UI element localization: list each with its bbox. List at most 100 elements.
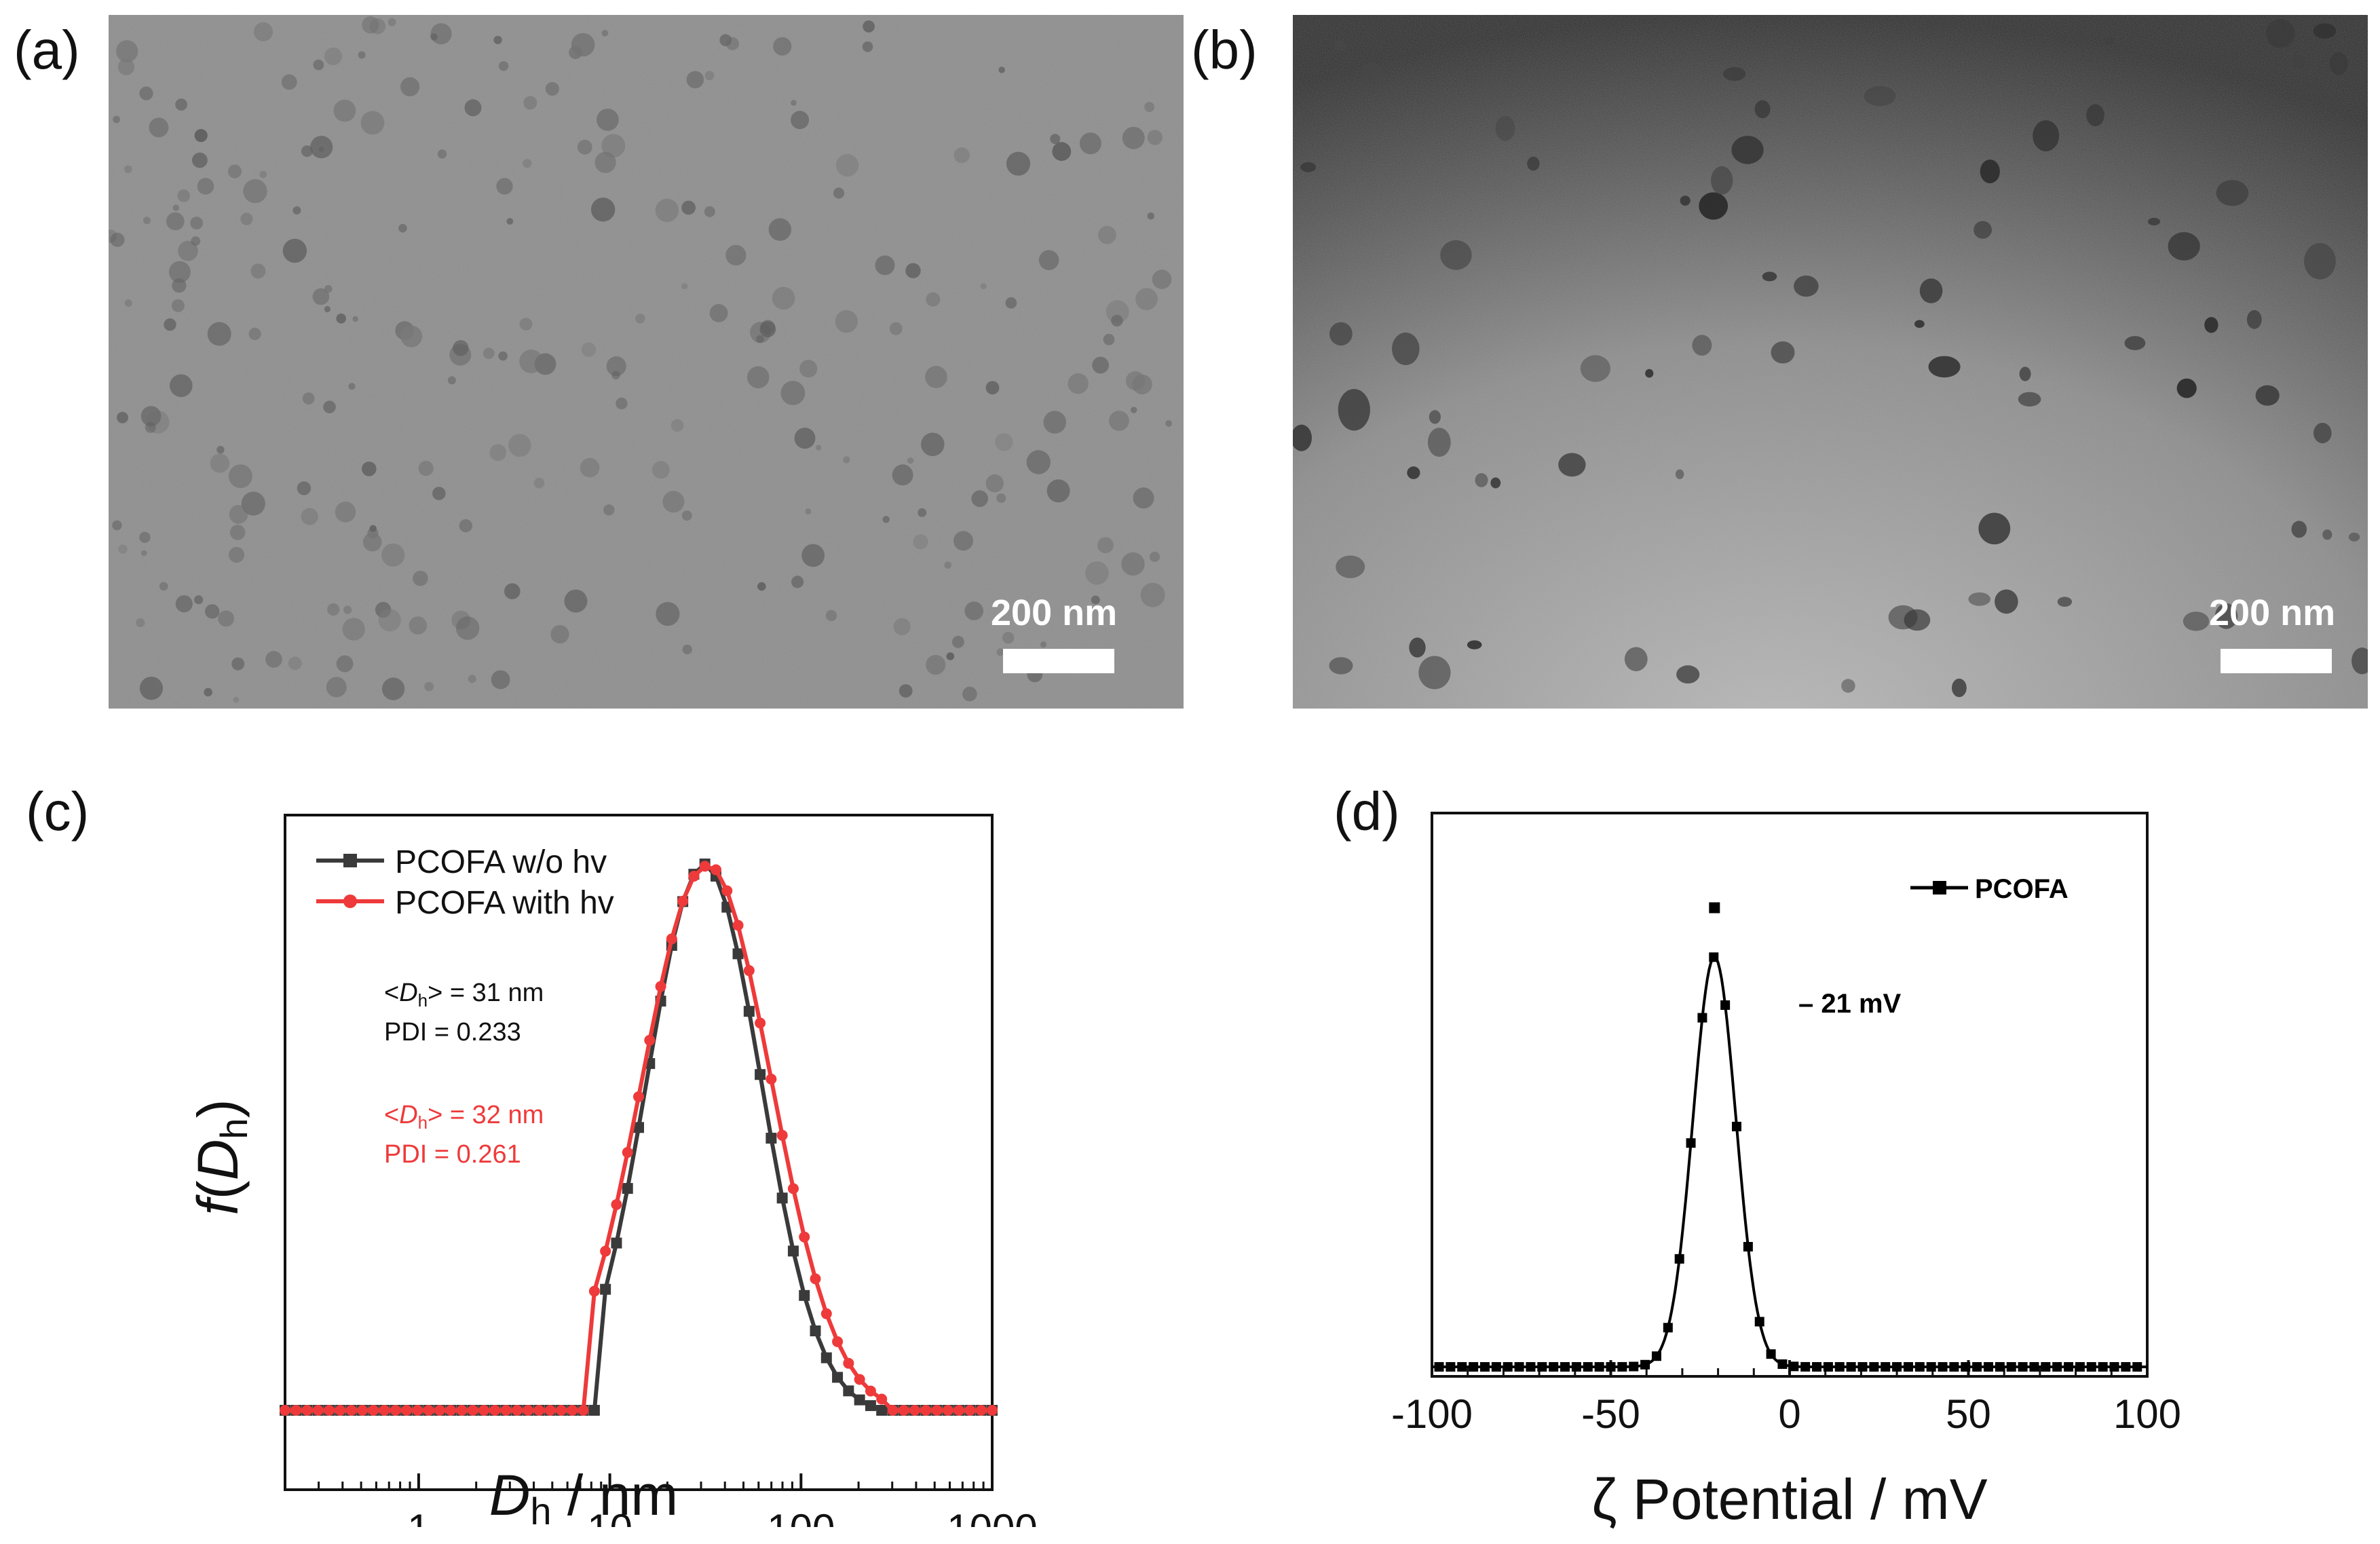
data-point xyxy=(1754,1317,1764,1327)
tem-particle xyxy=(951,635,964,648)
tem-particle xyxy=(177,189,190,202)
tem-particle xyxy=(437,149,447,159)
data-point xyxy=(1903,1362,1913,1372)
tem-aggregate xyxy=(1978,512,2011,545)
tem-particle xyxy=(241,491,265,516)
x-tick-label: -50 xyxy=(1581,1391,1640,1437)
tem-aggregate xyxy=(1675,469,1684,479)
data-point-red xyxy=(280,1405,290,1416)
tem-particle xyxy=(400,325,423,347)
tem-particle xyxy=(725,37,739,50)
tem-particle xyxy=(1140,582,1165,607)
tem-particle xyxy=(1106,300,1129,324)
tem-aggregate xyxy=(1495,115,1515,141)
data-point xyxy=(2109,1362,2119,1372)
tem-aggregate xyxy=(1392,333,1420,365)
tem-particle xyxy=(926,655,946,675)
tem-particle xyxy=(759,321,776,337)
tem-particle xyxy=(116,40,138,62)
peak-annotation: – 21 mV xyxy=(1798,989,1902,1019)
data-point-red xyxy=(909,1405,921,1416)
tem-particle xyxy=(801,544,825,567)
tem-particle xyxy=(590,197,616,222)
data-point-red xyxy=(799,1231,810,1243)
tem-particle xyxy=(550,625,569,644)
tem-aggregate xyxy=(2104,38,2115,45)
tem-particle xyxy=(229,505,248,524)
data-point xyxy=(1629,1361,1639,1372)
tem-particle xyxy=(1111,314,1123,327)
tem-particle xyxy=(413,570,428,586)
tem-aggregate xyxy=(1692,335,1712,356)
data-point xyxy=(2029,1362,2039,1372)
tem-particle xyxy=(662,491,685,513)
tem-aggregate xyxy=(1888,605,1918,630)
data-point-red xyxy=(688,871,700,882)
tem-particle xyxy=(333,99,356,122)
tem-particle xyxy=(1144,102,1154,113)
tem-particle xyxy=(506,218,514,225)
tem-particle xyxy=(651,461,670,479)
panel-label-a: (a) xyxy=(14,20,80,80)
tem-particle xyxy=(430,33,438,41)
data-point-red xyxy=(699,861,711,872)
data-point-red xyxy=(356,1405,368,1416)
tem-particle xyxy=(360,111,385,135)
data-point-red xyxy=(743,965,755,977)
tem-particle xyxy=(704,71,715,81)
data-point xyxy=(1617,1361,1627,1372)
data-point xyxy=(1914,1362,1925,1372)
tem-particle xyxy=(953,147,970,164)
tem-particle xyxy=(172,278,187,293)
tem-particle xyxy=(191,236,201,246)
data-point-red xyxy=(445,1405,457,1416)
data-point-red xyxy=(578,1405,589,1416)
tem-particle xyxy=(250,263,266,279)
tem-particle xyxy=(594,151,616,173)
data-point xyxy=(1984,1362,1994,1372)
tem-aggregate xyxy=(2147,217,2161,226)
tem-particle xyxy=(1165,420,1172,427)
tem-particle xyxy=(398,224,407,233)
tem-particle xyxy=(218,610,235,627)
tem-particle xyxy=(464,99,482,117)
tem-aggregate xyxy=(1952,678,1967,698)
tem-particle xyxy=(921,432,945,457)
tem-particle xyxy=(996,493,1006,503)
legend-label-black: PCOFA w/o hv xyxy=(395,844,607,880)
data-point-black xyxy=(611,1237,622,1249)
tem-particle xyxy=(248,327,261,341)
tem-particle xyxy=(597,109,619,131)
tem-aggregate xyxy=(2019,366,2031,381)
tem-particle xyxy=(1121,552,1145,576)
tem-aggregate xyxy=(1914,320,1925,328)
data-point-red xyxy=(876,1393,888,1405)
tem-aggregate xyxy=(1980,159,2000,184)
tem-aggregate xyxy=(1527,156,1540,171)
tem-aggregate xyxy=(2292,54,2305,69)
dls-chart: f(Dh) 1 10 100 1000 PCOFA w/o hv PCOFA with… xyxy=(186,814,1038,1527)
tem-particle xyxy=(926,292,941,307)
data-point xyxy=(1995,1362,2005,1372)
data-point-red xyxy=(335,1405,346,1416)
tem-particle xyxy=(833,187,845,199)
tem-aggregate xyxy=(2304,243,2336,280)
data-point-red xyxy=(434,1405,445,1416)
data-point xyxy=(1686,1138,1696,1148)
tem-aggregate xyxy=(2214,603,2238,629)
data-point-red xyxy=(423,1405,434,1416)
data-point-black xyxy=(854,1394,865,1406)
tem-particle xyxy=(681,283,688,290)
panel-label-d: (d) xyxy=(1334,781,1400,842)
tem-particle xyxy=(1002,632,1015,644)
tem-particle xyxy=(117,58,135,75)
tem-particle xyxy=(875,255,895,276)
data-point-red xyxy=(655,981,666,992)
tem-particle xyxy=(312,288,330,305)
tem-particle xyxy=(1103,333,1115,345)
tem-particle xyxy=(352,316,358,322)
tem-particle xyxy=(1122,126,1145,149)
tem-particle xyxy=(323,400,336,413)
tem-particle xyxy=(1132,374,1152,395)
tem-particle xyxy=(149,117,169,138)
